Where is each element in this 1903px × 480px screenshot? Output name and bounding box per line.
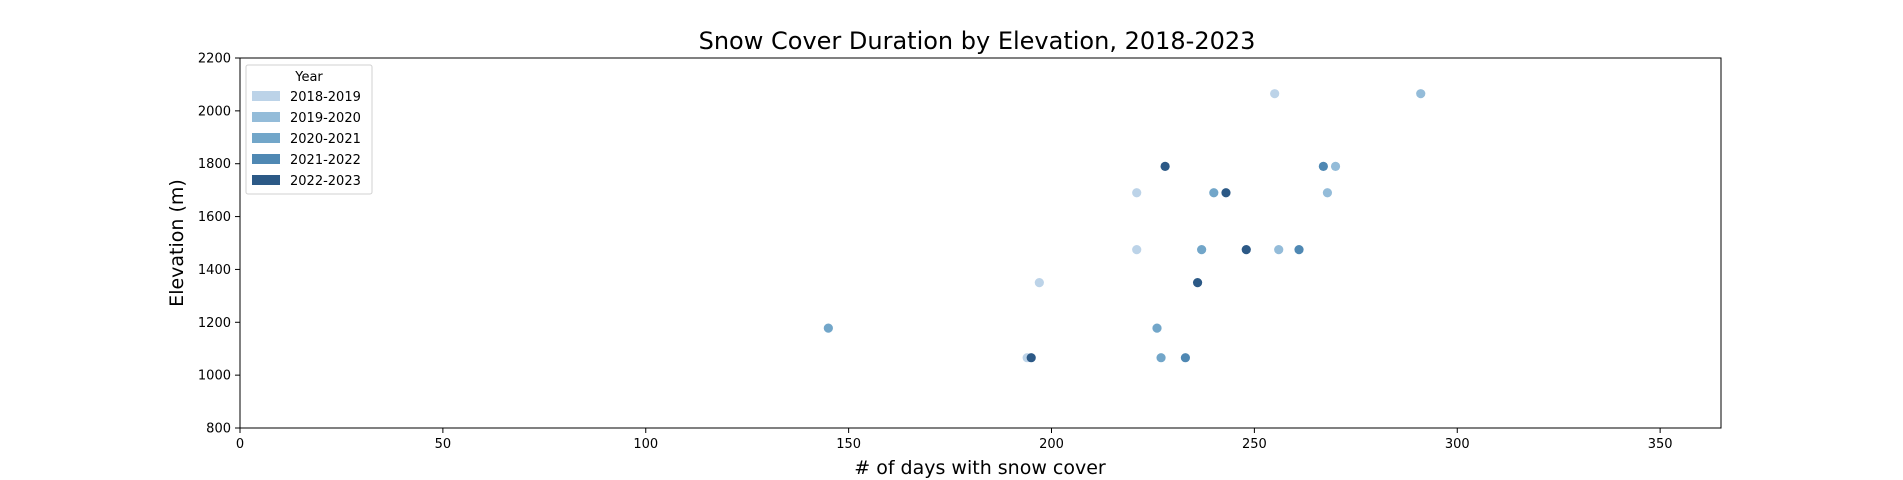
data-point xyxy=(1416,89,1426,99)
data-point xyxy=(1034,278,1044,288)
legend-title: Year xyxy=(294,70,323,85)
legend-entry-label: 2022-2023 xyxy=(290,174,361,189)
data-point xyxy=(1180,353,1191,363)
data-point xyxy=(1132,188,1142,198)
series-2018-2019 xyxy=(1022,89,1280,363)
legend-swatch xyxy=(252,133,280,143)
data-point xyxy=(1197,245,1207,255)
y-axis-label: Elevation (m) xyxy=(166,179,188,307)
x-tick-label: 350 xyxy=(1648,437,1673,452)
data-point xyxy=(1209,188,1219,198)
x-tick-label: 300 xyxy=(1445,437,1470,452)
legend-swatch xyxy=(252,112,280,122)
legend-entry-label: 2019-2020 xyxy=(290,111,361,126)
x-tick-label: 250 xyxy=(1242,437,1267,452)
chart-title: Snow Cover Duration by Elevation, 2018-2… xyxy=(699,27,1256,55)
data-point xyxy=(1132,245,1142,255)
x-tick-label: 0 xyxy=(236,437,244,452)
data-point xyxy=(1026,353,1036,363)
y-tick-label: 2200 xyxy=(198,52,231,67)
series-2021-2022 xyxy=(1180,161,1328,363)
y-tick-label: 1600 xyxy=(198,210,231,225)
y-tick-label: 1000 xyxy=(198,369,231,384)
legend: Year 2018-2019 2019-2020 2020-2021 2021-202… xyxy=(245,64,373,195)
y-tick-label: 2000 xyxy=(198,104,231,119)
x-tick-label: 200 xyxy=(1039,437,1064,452)
data-point xyxy=(1221,188,1231,198)
data-point xyxy=(1160,161,1170,171)
x-tick-label: 150 xyxy=(836,437,861,452)
x-tick-label: 50 xyxy=(435,437,452,452)
y-axis-ticks: 800 1000 1200 1400 1600 1800 2000 2200 xyxy=(198,52,240,437)
y-tick-label: 1800 xyxy=(198,157,231,172)
legend-items: 2018-2019 2019-2020 2020-2021 2021-2022 2022… xyxy=(252,90,361,189)
legend-swatch xyxy=(252,175,280,185)
data-point xyxy=(1156,353,1166,363)
data-point xyxy=(1152,323,1162,333)
legend-swatch xyxy=(252,154,280,164)
legend-swatch xyxy=(252,91,280,101)
data-point xyxy=(823,323,833,333)
data-point xyxy=(1270,89,1280,99)
legend-entry-label: 2018-2019 xyxy=(290,90,361,105)
data-point xyxy=(1322,188,1333,198)
x-axis-ticks: 0 50 100 150 200 250 300 350 xyxy=(236,428,1673,452)
legend-entry-label: 2021-2022 xyxy=(290,153,361,168)
data-point xyxy=(1294,245,1304,255)
y-tick-label: 800 xyxy=(206,422,231,437)
x-axis-label: # of days with snow cover xyxy=(854,457,1106,479)
points-layer xyxy=(823,89,1426,363)
y-tick-label: 1200 xyxy=(198,316,231,331)
plot-frame xyxy=(239,57,1722,429)
data-point xyxy=(1241,245,1251,255)
plot-area: 0 50 100 150 200 250 300 350 800 1000 1200 1400 160… xyxy=(198,52,1722,452)
legend-entry-label: 2020-2021 xyxy=(290,132,361,147)
series-2022-2023 xyxy=(1026,161,1251,363)
series-2020-2021 xyxy=(823,188,1219,363)
data-point xyxy=(1318,161,1328,171)
data-point xyxy=(1192,278,1203,288)
data-point xyxy=(1274,245,1284,255)
y-tick-label: 1400 xyxy=(198,263,231,278)
data-point xyxy=(1330,161,1341,171)
series-2019-2020 xyxy=(1274,89,1426,255)
x-tick-label: 100 xyxy=(633,437,658,452)
